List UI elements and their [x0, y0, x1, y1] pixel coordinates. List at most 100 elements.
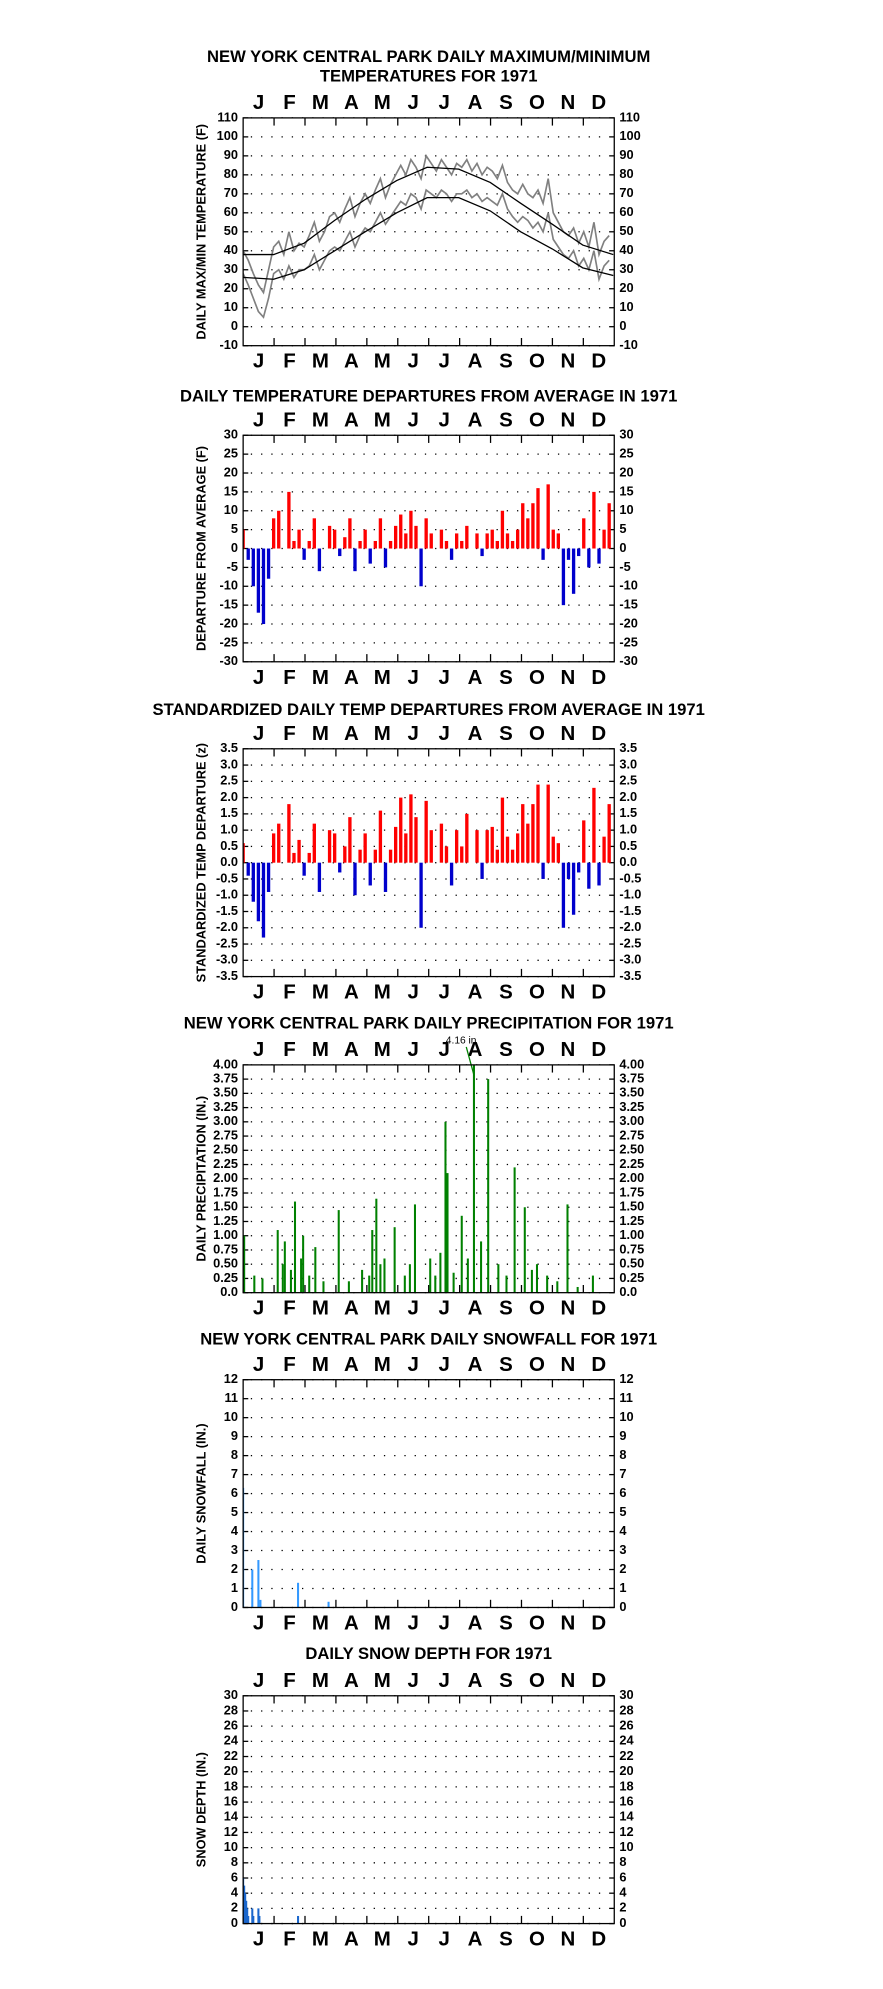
y-tick-label-right: 16 — [619, 1793, 633, 1808]
y-tick-label-left: 3.75 — [213, 1070, 238, 1085]
month-label-top: M — [374, 1038, 391, 1061]
bar — [266, 548, 271, 579]
y-tick-label-right: -25 — [619, 634, 637, 649]
y-tick-label-right: -10 — [619, 578, 637, 593]
month-label-bottom: D — [591, 350, 606, 373]
bar — [368, 1275, 371, 1293]
bar — [446, 1173, 449, 1293]
bar — [322, 1281, 325, 1293]
month-label-top: J — [438, 1038, 449, 1061]
month-label-bottom: O — [529, 1928, 545, 1951]
bar — [449, 548, 454, 560]
y-tick-label-right: 3.00 — [619, 1113, 644, 1128]
bar — [292, 852, 296, 863]
month-label-top: J — [408, 1669, 419, 1692]
y-tick-label-right: 0 — [619, 1599, 626, 1614]
bar — [582, 820, 586, 863]
plot-frame — [242, 748, 615, 978]
y-tick-label-left: 100 — [217, 128, 238, 143]
month-label-bottom: M — [374, 666, 391, 689]
bar — [287, 491, 291, 549]
bar — [317, 862, 322, 892]
y-tick-label-right: -20 — [619, 615, 637, 630]
month-label-bottom: D — [591, 1928, 606, 1951]
y-tick-label-left: 7 — [231, 1466, 238, 1481]
month-label-bottom: F — [283, 1612, 296, 1635]
y-tick-label-left: 0 — [231, 1599, 238, 1614]
month-label-bottom: S — [499, 1928, 513, 1951]
month-label-top: A — [468, 1038, 483, 1061]
month-label-top: F — [283, 1353, 296, 1376]
y-tick-label-left: 3.5 — [220, 740, 238, 755]
y-tick-label-left: 1.25 — [213, 1213, 238, 1228]
bar — [363, 833, 367, 863]
month-label-bottom: M — [312, 1297, 329, 1320]
bar — [368, 548, 372, 564]
y-tick-label-left: -3.5 — [216, 968, 238, 983]
y-tick-label-right: 1.25 — [619, 1213, 644, 1228]
y-tick-label-right: 3.0 — [619, 756, 637, 771]
bar — [243, 529, 245, 549]
y-tick-label-right: 2 — [619, 1900, 626, 1915]
month-label-bottom: M — [312, 1612, 329, 1635]
bar — [383, 1258, 386, 1293]
month-label-top: M — [312, 1038, 329, 1061]
bar — [465, 525, 469, 549]
month-label-bottom: M — [374, 350, 391, 373]
y-tick-label-right: -0.5 — [619, 870, 641, 885]
y-tick-label-right: 0.25 — [619, 1270, 644, 1285]
chart-title: STANDARDIZED DAILY TEMP DEPARTURES FROM … — [152, 700, 704, 719]
month-label-bottom: N — [560, 666, 575, 689]
y-tick-label-left: 30 — [224, 261, 238, 276]
month-label-bottom: F — [283, 666, 296, 689]
bar — [556, 533, 561, 549]
month-label-bottom: A — [344, 1297, 359, 1320]
y-tick-label-left: 0 — [231, 540, 238, 555]
y-tick-label-right: 70 — [619, 185, 633, 200]
bar — [475, 533, 479, 549]
bar — [375, 1198, 378, 1293]
bar — [592, 787, 596, 863]
bar — [475, 830, 479, 863]
month-label-top: N — [560, 1353, 575, 1376]
bar — [460, 1215, 463, 1293]
bar — [413, 1204, 417, 1293]
bar — [308, 1275, 311, 1293]
bar — [487, 1079, 490, 1293]
bar — [388, 540, 393, 549]
bar — [541, 548, 545, 560]
month-label-bottom: O — [529, 350, 545, 373]
value-label-leader — [465, 1046, 475, 1076]
bar — [343, 537, 347, 549]
bar — [414, 817, 418, 863]
month-label-top: M — [312, 409, 329, 432]
month-label-top: F — [283, 91, 296, 114]
y-axis-label: DAILY SNOWFALL (IN.) — [194, 1423, 209, 1563]
month-label-bottom: F — [283, 981, 296, 1004]
bar — [348, 518, 352, 549]
plot-area — [243, 153, 614, 319]
y-tick-label-left: 11 — [225, 1390, 239, 1405]
bar — [251, 548, 255, 587]
y-tick-label-right: 20 — [619, 464, 633, 479]
y-tick-label-right: 10 — [619, 502, 633, 517]
bar — [536, 488, 540, 549]
y-tick-label-left: 18 — [224, 1778, 238, 1793]
bar — [455, 830, 459, 863]
bar — [347, 1281, 350, 1293]
bar — [332, 529, 337, 549]
y-tick-label-left: 4.00 — [213, 1056, 238, 1071]
y-tick-label-right: 3.25 — [619, 1099, 644, 1114]
bar — [500, 797, 505, 863]
month-label-bottom: A — [468, 1928, 483, 1951]
month-label-bottom: D — [591, 981, 606, 1004]
y-tick-label-left: 0.0 — [220, 854, 238, 869]
month-label-top: A — [344, 409, 359, 432]
y-tick-label-left: 3.50 — [213, 1085, 238, 1100]
month-label-bottom: D — [591, 1612, 606, 1635]
y-tick-label-left: -2.5 — [216, 935, 238, 950]
month-label-top: S — [499, 1038, 513, 1061]
y-tick-label-left: 2.00 — [213, 1170, 238, 1185]
bar — [526, 518, 530, 549]
y-tick-label-right: 1 — [619, 1580, 626, 1595]
